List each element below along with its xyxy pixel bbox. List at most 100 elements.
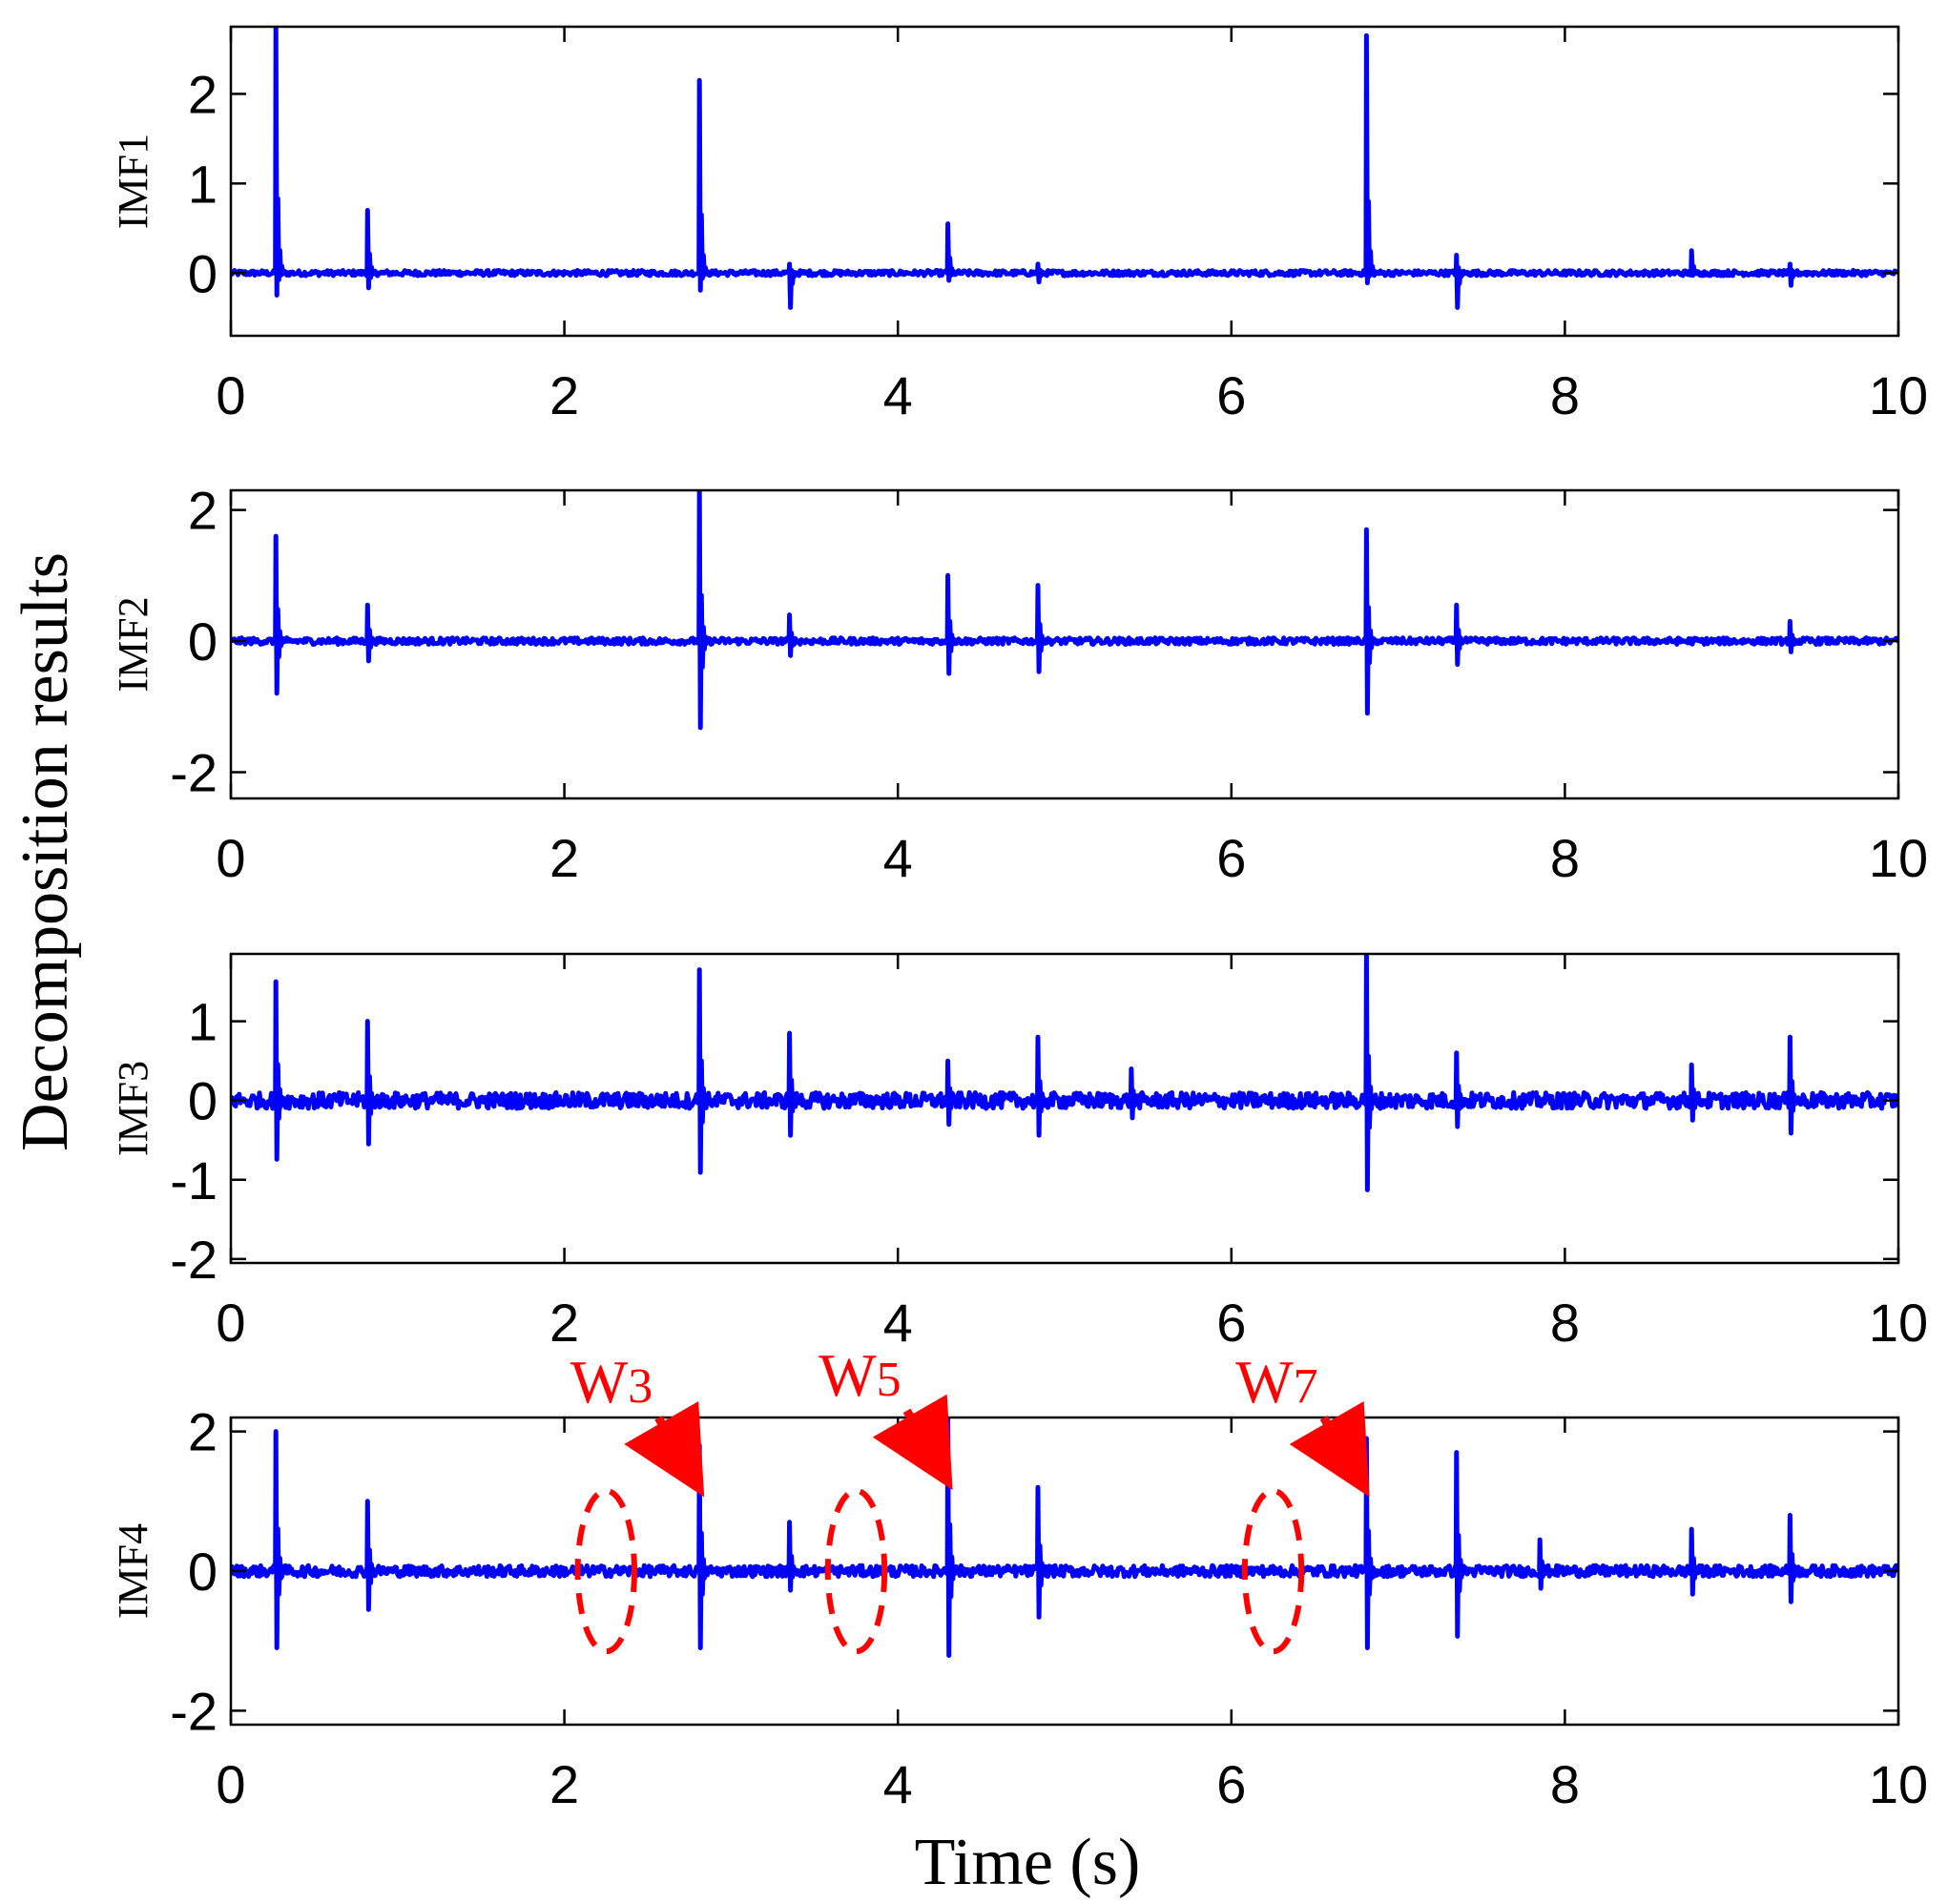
imf1-signal (231, 267, 1898, 279)
imf3-spike-9 (1689, 1062, 1710, 1123)
imf1-spike-1 (364, 208, 385, 291)
x-tick-label: 10 (1869, 1754, 1928, 1814)
x-tick-label: 4 (883, 1293, 913, 1353)
imf4-spike-0 (273, 1429, 294, 1650)
annotation-arrow (624, 1400, 705, 1498)
x-tick-label: 8 (1550, 1754, 1580, 1814)
imf3-spike-0 (273, 979, 294, 1162)
annotation-label: W7 (1235, 1348, 1317, 1416)
imf2-ylabel: IMF2 (110, 596, 156, 692)
imf3-spike-2 (696, 967, 717, 1175)
x-tick-label: 8 (1550, 1293, 1580, 1353)
imf4-spike-2 (696, 1442, 717, 1650)
annotation-label: W3 (570, 1348, 653, 1416)
imf1-spike-3 (786, 261, 807, 310)
x-tick-label: 2 (549, 828, 579, 888)
annotation-ellipse (574, 1487, 638, 1655)
imf2-spike-5 (1035, 583, 1056, 674)
x-tick-label: 2 (549, 1293, 579, 1353)
imf2-spike-8 (1787, 618, 1808, 654)
x-tick-label: 10 (1869, 828, 1928, 888)
imf3-spike-1 (364, 1019, 385, 1147)
imf3-spike-6 (1128, 1066, 1150, 1121)
imf1-spike-8 (1689, 248, 1710, 279)
y-tick-label: 1 (188, 992, 218, 1052)
y-tick-label: -2 (170, 1230, 218, 1290)
y-tick-label: 0 (188, 1071, 218, 1131)
imf3-spike-7 (1363, 954, 1384, 1192)
imf3-spike-4 (944, 1058, 965, 1128)
x-tick-label: 10 (1869, 365, 1928, 425)
imf1-spike-5 (1035, 261, 1056, 285)
imf2-signal (231, 635, 1898, 647)
imf4-spike-8 (1537, 1537, 1558, 1591)
imf2-spike-7 (1453, 602, 1474, 668)
imf1-spike-2 (696, 77, 717, 293)
imf2-spike-1 (364, 602, 385, 664)
imf4-spike-3 (786, 1520, 807, 1593)
annotation-arrow (1289, 1400, 1370, 1498)
imf2-spike-4 (944, 572, 965, 676)
imf3-axes-frame (229, 952, 1900, 1265)
imf4-signal (231, 1563, 1898, 1580)
x-tick-label: 4 (883, 1754, 913, 1814)
imf1-spike-9 (1787, 261, 1808, 288)
imf3-spike-10 (1787, 1034, 1808, 1136)
x-tick-label: 6 (1216, 365, 1246, 425)
imf4-ylabel: IMF4 (110, 1523, 156, 1619)
imf3-signal (231, 1089, 1898, 1111)
annotation-ellipse (824, 1487, 888, 1655)
imf3-spike-3 (786, 1030, 807, 1138)
panel-imf3: 0 2 4 6 8 10 -2 -1 0 1 IMF3 (110, 952, 1928, 1353)
x-tick-label: 0 (216, 1293, 245, 1353)
x-tick-label: 6 (1216, 1293, 1246, 1353)
imf2-spike-0 (273, 533, 294, 696)
y-tick-label: -1 (170, 1150, 218, 1211)
imf1-spike-4 (944, 221, 965, 283)
imf2-spike-6 (1363, 527, 1384, 716)
x-tick-label: 0 (216, 828, 245, 888)
x-tick-label: 8 (1550, 828, 1580, 888)
panel-imf4: 0 2 4 6 8 10 -2 0 2 IMF4 W3 W5 W7 (110, 1341, 1928, 1814)
imf4-spike-9 (1689, 1526, 1710, 1597)
x-tick-label: 6 (1216, 1754, 1246, 1814)
imf1-spike-0 (273, 27, 294, 298)
figure-ylabel: Decomposition results (9, 552, 82, 1151)
panel-imf1: 0 2 4 6 8 10 0 1 2 IMF1 (110, 25, 1928, 425)
x-tick-label: 2 (549, 1754, 579, 1814)
imf2-spike-2 (696, 490, 717, 731)
x-tick-label: 2 (549, 365, 579, 425)
imf4-spike-1 (364, 1499, 385, 1612)
imf4-spike-6 (1363, 1436, 1384, 1650)
panel-imf2: 0 2 4 6 8 10 -2 0 2 IMF2 (110, 481, 1928, 888)
y-tick-label: 2 (188, 1402, 218, 1462)
annotation-label: W5 (819, 1341, 901, 1409)
imf4-spike-7 (1453, 1450, 1474, 1639)
x-tick-label: 4 (883, 365, 913, 425)
imf4-spike-4 (944, 1418, 965, 1658)
x-tick-label: 10 (1869, 1293, 1928, 1353)
imf1-ylabel: IMF1 (110, 134, 156, 229)
x-tick-label: 8 (1550, 365, 1580, 425)
y-tick-label: 0 (188, 243, 218, 303)
y-tick-label: 1 (188, 154, 218, 214)
imf1-spike-7 (1453, 253, 1474, 310)
y-tick-label: 0 (188, 611, 218, 672)
x-tick-label: 0 (216, 365, 245, 425)
imf4-spike-5 (1035, 1484, 1056, 1620)
x-axis-label: Time (s) (915, 1826, 1141, 1899)
annotation-arrow (872, 1394, 953, 1491)
imf4-spike-10 (1787, 1513, 1808, 1604)
x-tick-label: 0 (216, 1754, 245, 1814)
imf2-spike-3 (786, 612, 807, 658)
imf2-axes-frame (229, 488, 1900, 800)
annotation-ellipse (1241, 1487, 1305, 1655)
imf1-axes-frame (229, 25, 1900, 338)
y-tick-label: -2 (170, 1681, 218, 1741)
y-tick-label: -2 (170, 743, 218, 803)
y-tick-label: 2 (188, 481, 218, 541)
imf3-spike-8 (1453, 1050, 1474, 1129)
imf3-spike-5 (1035, 1034, 1056, 1138)
